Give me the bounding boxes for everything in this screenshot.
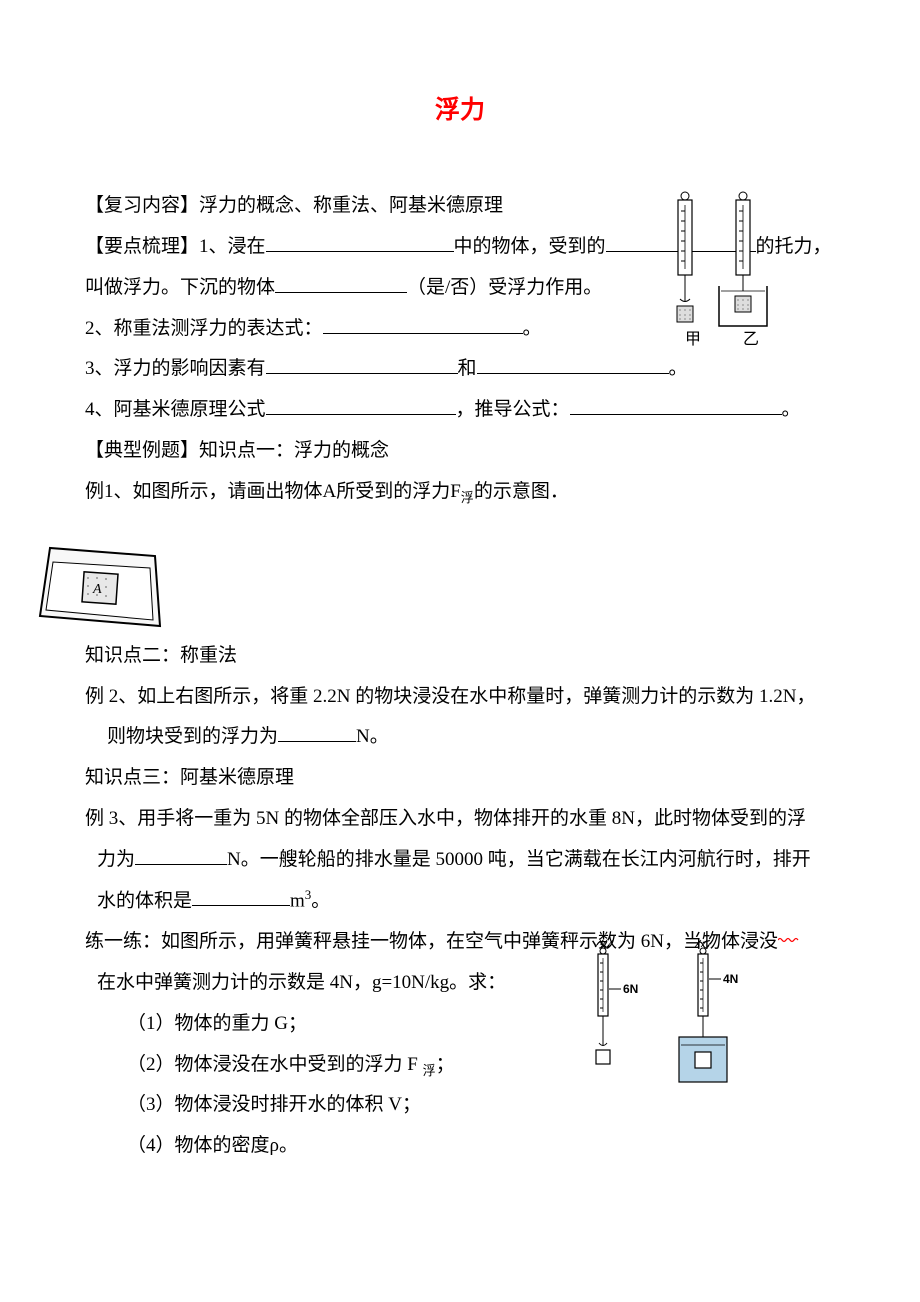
ex2l2b: N。 (356, 726, 389, 747)
q2b: ； (436, 1054, 455, 1075)
svg-text:4N: 4N (723, 972, 738, 986)
p4b: ，推导公式： (456, 399, 570, 420)
ex3l3c: 。 (311, 890, 330, 911)
review-label: 【复习内容】 (85, 195, 199, 216)
examples-label: 【典型例题】 (85, 440, 199, 461)
page-title: 浮力 (85, 90, 835, 126)
examples-header: 【典型例题】知识点一：浮力的概念 (85, 431, 835, 472)
p1b: 中的物体，受到的 (454, 236, 606, 257)
ex1a: 例1、如图所示，请画出物体A所受到的浮力F (85, 481, 461, 502)
ex2-line2: 则物块受到的浮力为 N。 (85, 717, 835, 758)
p1l2b: （是/否）受浮力作用。 (407, 277, 602, 298)
blank-8 (570, 394, 782, 415)
kp2-label: 知识点二：称重法 (85, 636, 835, 677)
ex1b: 的示意图． (474, 481, 569, 502)
p4c: 。 (782, 399, 801, 420)
points-line-3: 3、浮力的影响因素有 和 。 (85, 349, 835, 390)
points-line-4: 4、阿基米德原理公式 ，推导公式： 。 (85, 390, 835, 431)
blank-10 (135, 844, 227, 865)
beaker-diagram: A (35, 528, 835, 628)
ex3l2b: N。一艘轮船的排水量是 50000 吨，当它满载在长江内河航行时，排开 (227, 849, 811, 870)
practice-spring-diagram: 6N 4N (565, 937, 755, 1102)
p3b: 和 (458, 358, 477, 379)
blank-11 (192, 885, 290, 906)
q4: （4）物体的密度ρ。 (85, 1126, 835, 1167)
ex3l2a: 力为 (97, 849, 135, 870)
ex3l3a: 水的体积是 (97, 890, 192, 911)
spring-scale-diagram: 甲 乙 (655, 186, 785, 351)
points-label: 【要点梳理】 (85, 236, 199, 257)
label-yi: 乙 (743, 331, 759, 348)
p2a: 2、称重法测浮力的表达式： (85, 318, 323, 339)
p4a: 4、阿基米德原理公式 (85, 399, 266, 420)
ex1-sub: 浮 (461, 490, 474, 505)
ex2l2a: 则物块受到的浮力为 (107, 726, 278, 747)
wavy-underline (778, 937, 800, 943)
ex3-line1: 例 3、用手将一重为 5N 的物体全部压入水中，物体排开的水重 8N，此时物体受… (85, 799, 835, 840)
kp3-label: 知识点三：阿基米德原理 (85, 758, 835, 799)
blank-7 (266, 394, 456, 415)
blank-1 (266, 231, 454, 252)
svg-text:6N: 6N (623, 982, 638, 996)
p1a: 1、浸在 (199, 236, 266, 257)
ex1-text: 例1、如图所示，请画出物体A所受到的浮力F浮的示意图． (85, 472, 835, 513)
p1l2a: 叫做浮力。下沉的物体 (85, 277, 275, 298)
blank-5 (266, 353, 458, 374)
ex3l3b: m (290, 890, 305, 911)
p2b: 。 (523, 318, 542, 339)
ex2-line1: 例 2、如上右图所示，将重 2.2N 的物块浸没在水中称量时，弹簧测力计的示数为… (85, 677, 835, 718)
q2a: （2）物体浸没在水中受到的浮力 F (127, 1054, 423, 1075)
kp1-label: 知识点一：浮力的概念 (199, 440, 389, 461)
p3c: 。 (669, 358, 688, 379)
ex3-line2: 力为 N。一艘轮船的排水量是 50000 吨，当它满载在长江内河航行时，排开 (85, 840, 835, 881)
blank-3 (275, 272, 407, 293)
blank-4 (323, 313, 523, 334)
review-content: 浮力的概念、称重法、阿基米德原理 (199, 195, 503, 216)
blank-6 (477, 353, 669, 374)
q2-sub: 浮 (423, 1062, 436, 1077)
blank-9 (278, 722, 356, 743)
label-jia: 甲 (685, 331, 701, 348)
ex3-line3: 水的体积是m3。 (85, 881, 835, 922)
p3a: 3、浮力的影响因素有 (85, 358, 266, 379)
